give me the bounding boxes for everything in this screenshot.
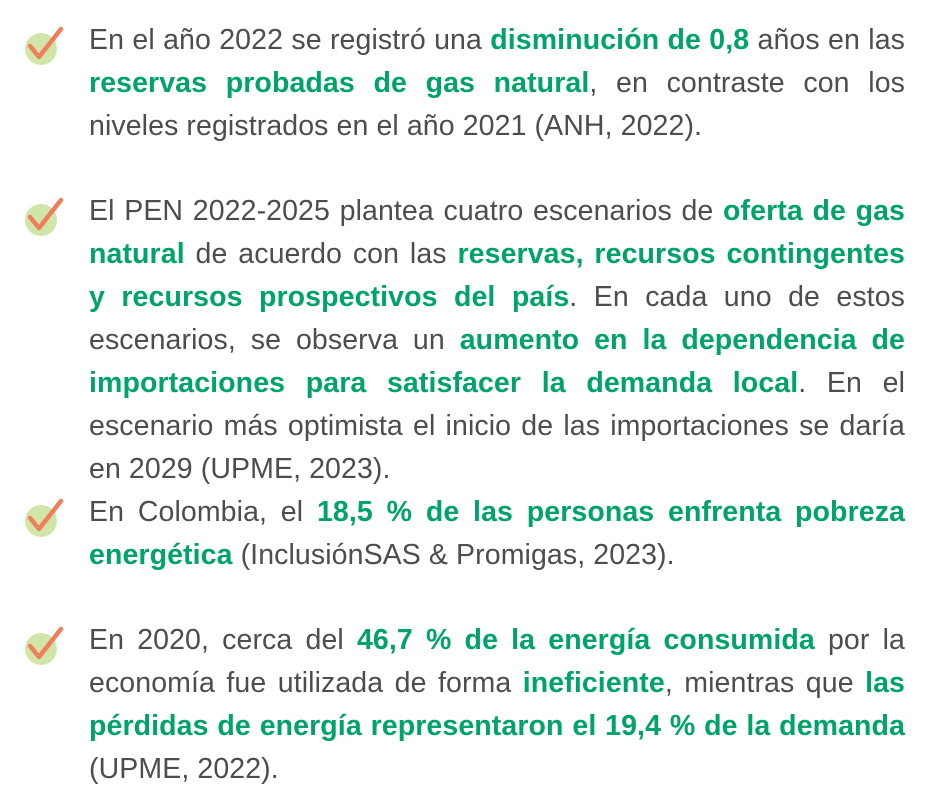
item-text: El PEN 2022-2025 plantea cuatro escenari… [89, 195, 906, 485]
check-icon [22, 623, 68, 669]
item-text: En el año 2022 se registró una disminuci… [89, 24, 905, 142]
check-icon [22, 495, 68, 541]
check-icon [22, 23, 68, 69]
item-text: En Colombia, el 18,5 % de las personas e… [89, 496, 906, 571]
check-icon [22, 194, 68, 240]
item-text: En 2020, cerca del 46,7 % de la energía … [89, 624, 905, 785]
